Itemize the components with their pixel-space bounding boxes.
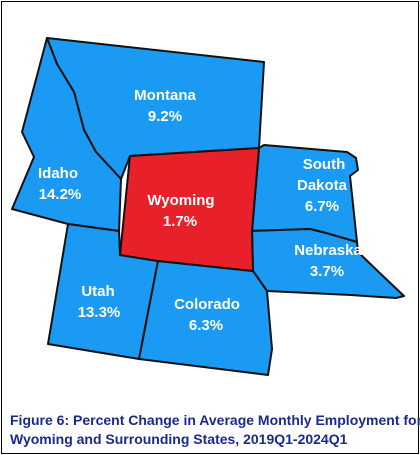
utah-value: 13.3% [78, 304, 121, 321]
montana-value: 9.2% [148, 108, 182, 125]
nebraska-name: Nebraska [294, 242, 362, 259]
utah-name: Utah [81, 283, 114, 300]
wyoming-value: 1.7% [163, 213, 197, 230]
state-map: Montana 9.2% Idaho 14.2% Wyoming 1.7% So… [11, 37, 405, 376]
state-wyoming [119, 147, 260, 272]
nebraska-value: 3.7% [310, 263, 344, 280]
south-dakota-name-line2: Dakota [297, 177, 348, 194]
state-idaho [11, 37, 122, 232]
caption-line-2: Wyoming and Surrounding States, 2019Q1-2… [10, 431, 348, 447]
colorado-value: 6.3% [189, 317, 223, 334]
wyoming-name: Wyoming [147, 192, 214, 209]
south-dakota-value: 6.7% [305, 198, 339, 215]
caption-line-1: Figure 6: Percent Change in Average Mont… [10, 412, 420, 428]
idaho-name: Idaho [38, 165, 78, 182]
south-dakota-name-line1: South [303, 156, 346, 173]
figure-caption: Figure 6: Percent Change in Average Mont… [10, 411, 420, 449]
colorado-name: Colorado [174, 296, 240, 313]
idaho-value: 14.2% [39, 186, 82, 203]
montana-name: Montana [134, 87, 196, 104]
